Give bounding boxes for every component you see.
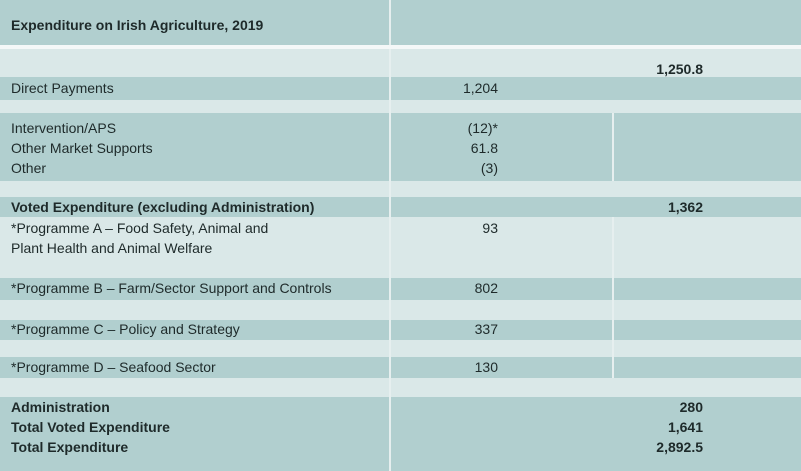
table-row: *Programme A – Food Safety, Animal and P… (0, 217, 801, 278)
eu-total-row: 1,250.8 (0, 49, 801, 77)
table-row: *Programme D – Seafood Sector 130 (0, 357, 801, 378)
header-row: Expenditure on Irish Agriculture, 2019 (0, 0, 801, 45)
table-row: Direct Payments 1,204 (0, 77, 801, 100)
totals-row: Administration 280 Total Voted Expenditu… (0, 397, 801, 471)
table-row: *Programme B – Farm/Sector Support and C… (0, 278, 801, 300)
voted-row: Voted Expenditure (excluding Administrat… (0, 197, 801, 217)
eu-total-value: 1,250.8 (656, 61, 703, 77)
market-supports-row: Intervention/APS (12)* Other Market Supp… (0, 113, 801, 181)
table-row: *Programme C – Policy and Strategy 337 (0, 320, 801, 340)
table-title: Expenditure on Irish Agriculture, 2019 (11, 17, 264, 33)
